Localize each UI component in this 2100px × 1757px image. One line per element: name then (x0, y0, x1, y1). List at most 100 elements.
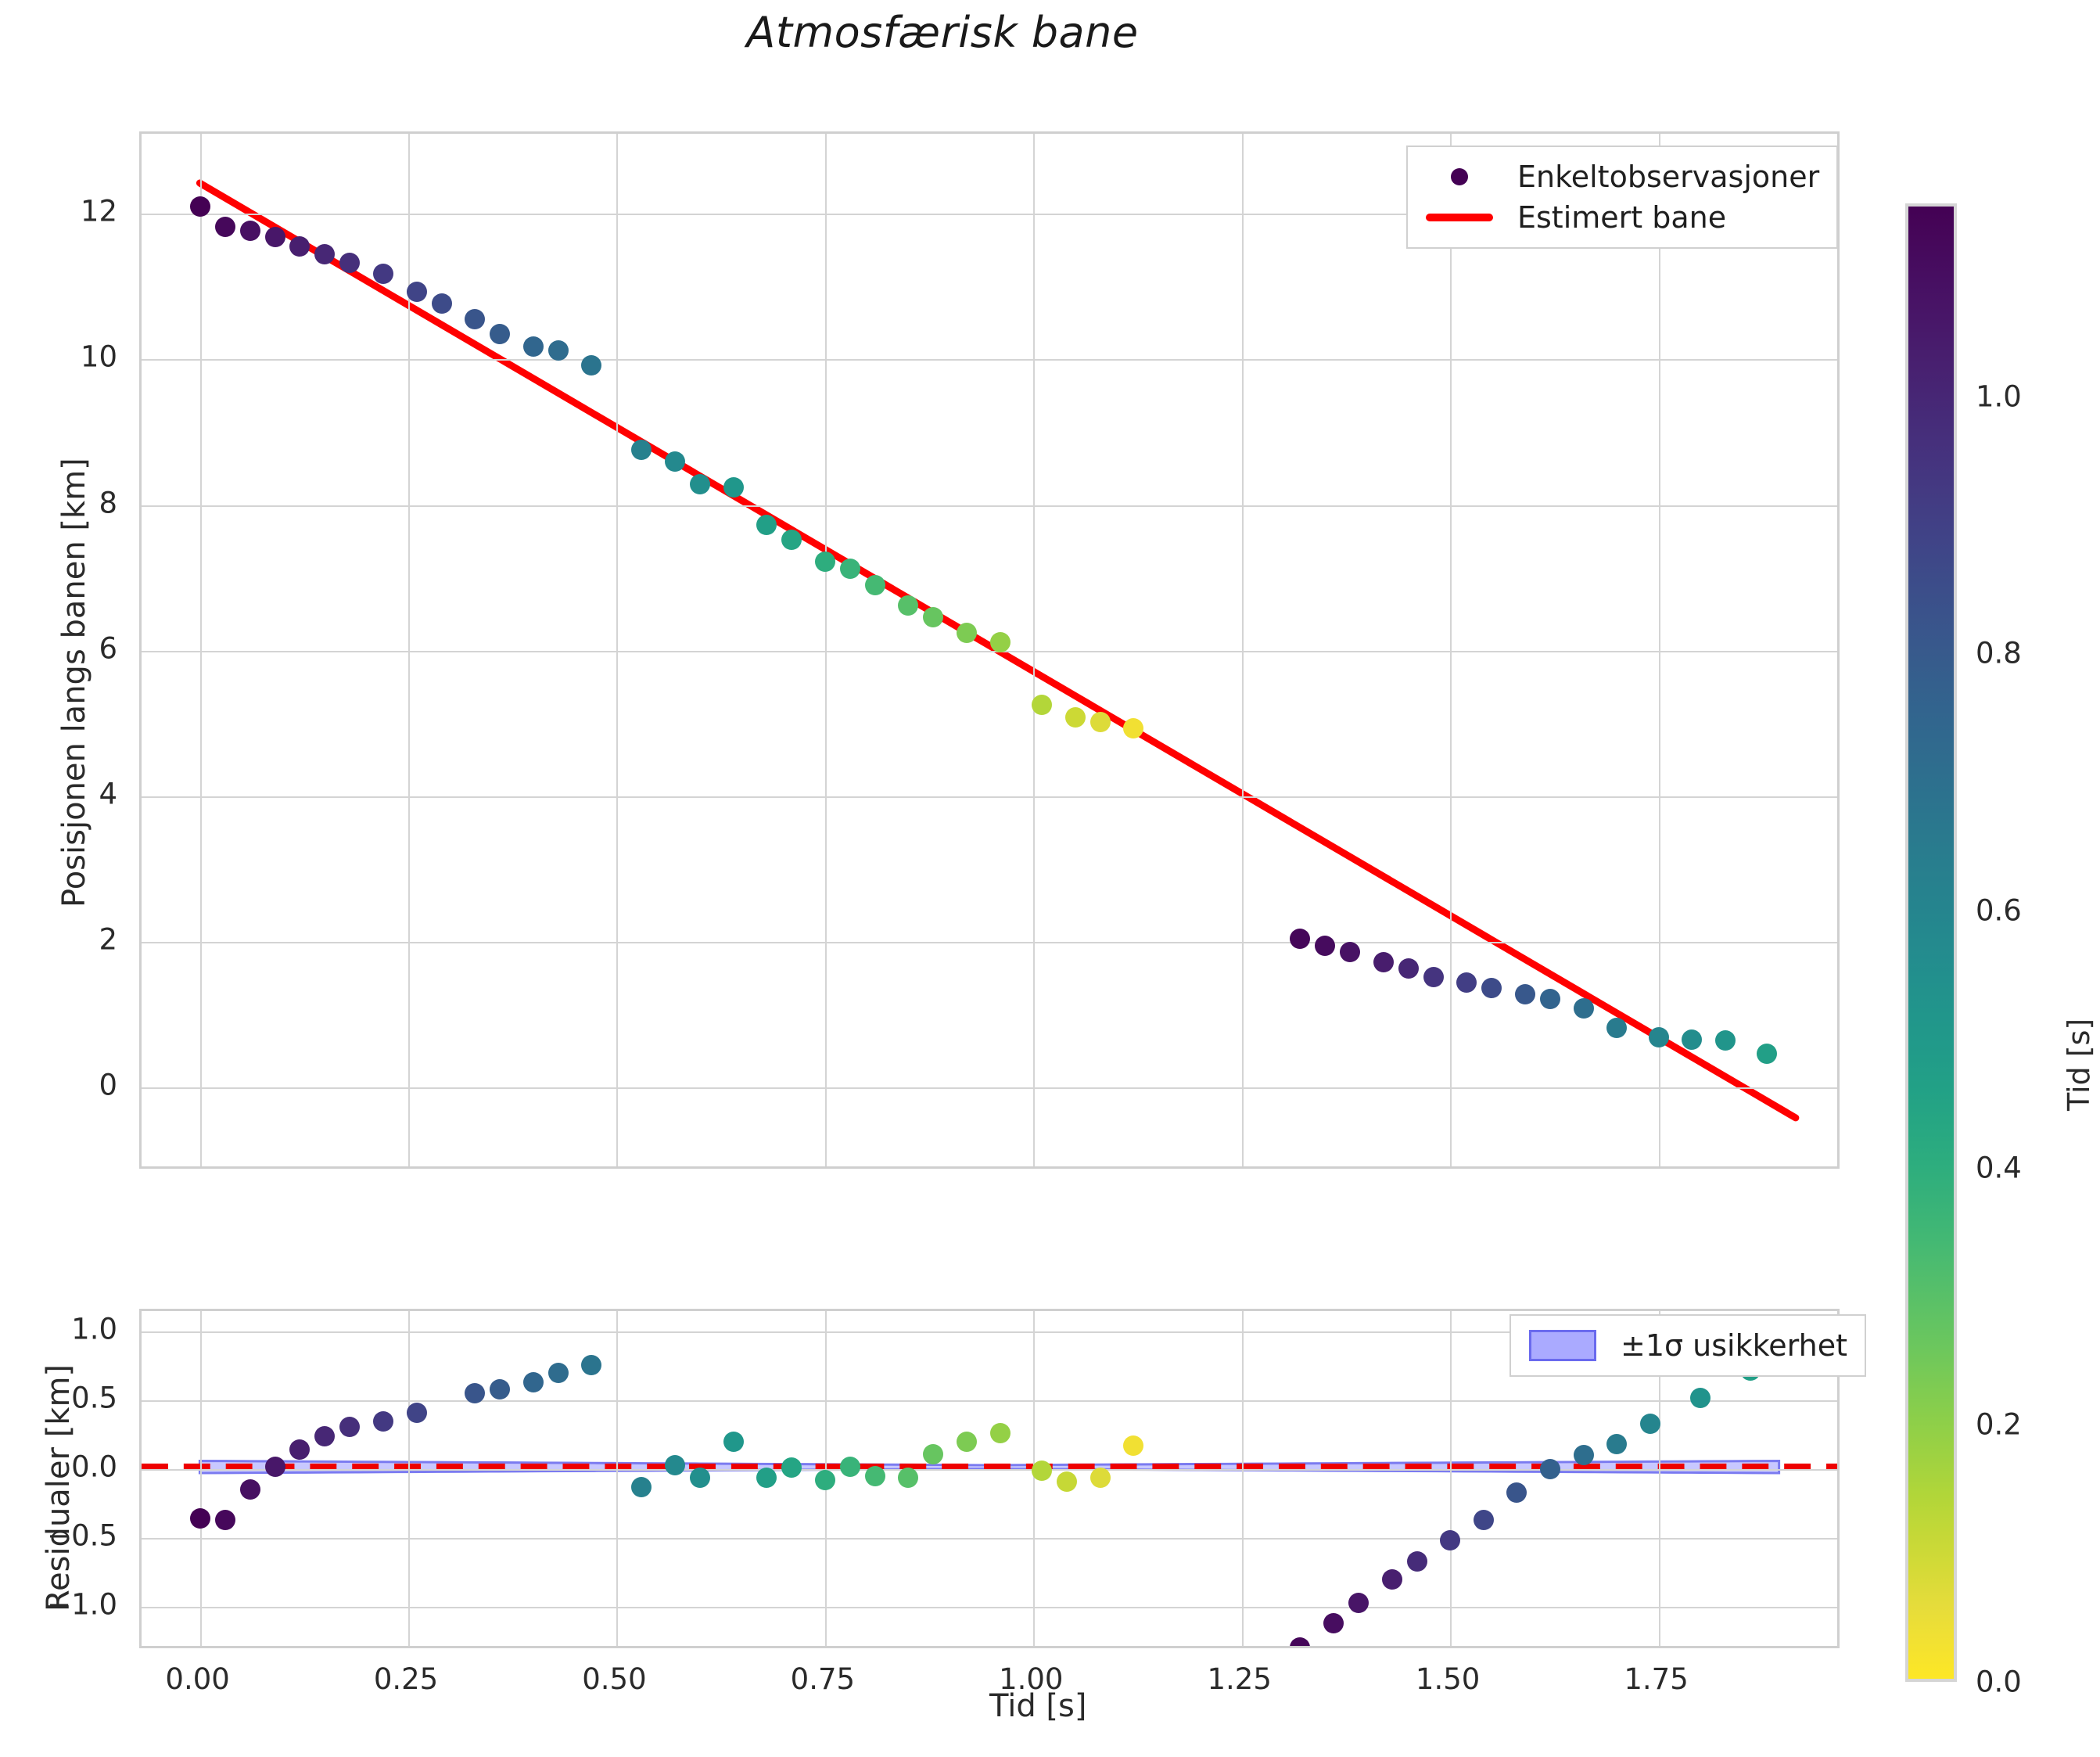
data-point (264, 1456, 285, 1477)
y-axis-tick: 10 (80, 340, 117, 374)
gridline-vertical (1658, 1311, 1660, 1646)
gridline-vertical (408, 1311, 411, 1646)
data-point (665, 1454, 686, 1475)
gridline-horizontal (142, 650, 1837, 652)
data-point (1639, 1414, 1660, 1435)
data-point (839, 559, 860, 580)
legend-item-estimated-track: Estimert bane (1422, 197, 1819, 238)
colorbar-tick: 0.6 (1976, 893, 2022, 928)
data-point (1340, 941, 1361, 962)
data-point (581, 1354, 602, 1375)
scatter-dot-icon (1422, 168, 1497, 185)
data-point (723, 477, 744, 498)
data-point (923, 1443, 944, 1464)
data-point (1089, 711, 1111, 732)
data-point (1515, 983, 1536, 1004)
data-point (923, 606, 944, 627)
data-point (373, 263, 394, 284)
data-point (814, 552, 835, 573)
page-title: Atmosfærisk bane (746, 8, 1139, 57)
data-point (957, 1431, 978, 1452)
data-point (1123, 1435, 1144, 1457)
colorbar-tick: 0.0 (1976, 1665, 2022, 1699)
data-point (1398, 958, 1419, 979)
data-point (581, 354, 602, 375)
x-axis-label: Tid [s] (989, 1688, 1087, 1724)
gridline-vertical (824, 134, 827, 1166)
gridline-vertical (1450, 134, 1452, 1166)
gridline-horizontal (142, 1469, 1837, 1471)
y-axis-tick: 4 (99, 777, 117, 811)
data-point (631, 1476, 652, 1497)
gridline-horizontal (142, 796, 1837, 798)
colorbar-tick: 1.0 (1976, 379, 2022, 414)
gridline-vertical (1033, 1311, 1036, 1646)
data-point (989, 1423, 1011, 1444)
gridline-horizontal (142, 1087, 1837, 1089)
data-point (465, 309, 486, 330)
data-point (1481, 978, 1502, 999)
data-point (1031, 695, 1052, 716)
data-point (989, 632, 1011, 653)
residuals-y-axis-label: Residualer [km] (41, 1364, 77, 1611)
data-point (1423, 967, 1444, 988)
gridline-vertical (199, 1311, 202, 1646)
gridline-vertical (408, 134, 411, 1166)
data-point (1031, 1460, 1052, 1481)
data-point (339, 252, 361, 273)
data-point (373, 1410, 394, 1432)
trajectory-legend: Enkeltobservasjoner Estimert bane (1406, 146, 1839, 249)
data-point (189, 1508, 210, 1529)
band-patch-icon (1525, 1330, 1600, 1361)
data-point (465, 1383, 486, 1404)
data-point (1648, 1026, 1669, 1047)
data-point (898, 595, 919, 616)
y-axis-tick: −1.0 (47, 1587, 117, 1622)
data-point (1089, 1467, 1111, 1488)
trajectory-y-axis-label: Posisjonen langs banen [km] (56, 458, 92, 907)
data-point (289, 236, 311, 257)
gridline-horizontal (142, 1400, 1837, 1403)
gridline-vertical (1033, 134, 1036, 1166)
colorbar-gradient (1905, 203, 1957, 1682)
data-point (1064, 707, 1086, 728)
gridline-vertical (199, 134, 202, 1166)
x-axis-tick: 1.50 (1415, 1662, 1481, 1696)
trajectory-plot-area (139, 131, 1840, 1169)
data-point (1323, 1612, 1344, 1633)
data-point (1440, 1530, 1461, 1551)
y-axis-tick: 0.5 (71, 1381, 117, 1415)
data-point (239, 1479, 260, 1500)
data-point (522, 1372, 544, 1393)
data-point (1573, 1445, 1594, 1466)
y-axis-tick: 12 (80, 194, 117, 228)
data-point (547, 340, 569, 361)
data-point (1373, 951, 1394, 972)
y-axis-tick: 0 (99, 1068, 117, 1102)
data-point (781, 530, 802, 551)
x-axis-tick: 0.75 (790, 1662, 856, 1696)
data-point (1315, 936, 1336, 957)
data-point (547, 1363, 569, 1384)
data-point (756, 514, 777, 535)
x-axis-tick: 0.00 (165, 1662, 230, 1696)
data-point (781, 1457, 802, 1479)
data-point (314, 243, 336, 264)
data-point (631, 439, 652, 460)
data-point (1682, 1029, 1703, 1050)
gridline-horizontal (142, 941, 1837, 943)
data-point (1540, 1459, 1560, 1480)
data-point (898, 1467, 919, 1488)
data-point (522, 336, 544, 357)
data-point (1406, 1550, 1427, 1572)
gridline-horizontal (142, 214, 1837, 216)
line-swatch-icon (1422, 214, 1497, 221)
data-point (1456, 972, 1477, 993)
data-point (490, 1379, 511, 1400)
y-axis-tick: 6 (99, 631, 117, 666)
data-point (864, 1465, 885, 1486)
data-point (406, 281, 427, 302)
y-axis-tick: 0.0 (71, 1450, 117, 1484)
data-point (1473, 1510, 1494, 1531)
gridline-horizontal (142, 1331, 1837, 1334)
